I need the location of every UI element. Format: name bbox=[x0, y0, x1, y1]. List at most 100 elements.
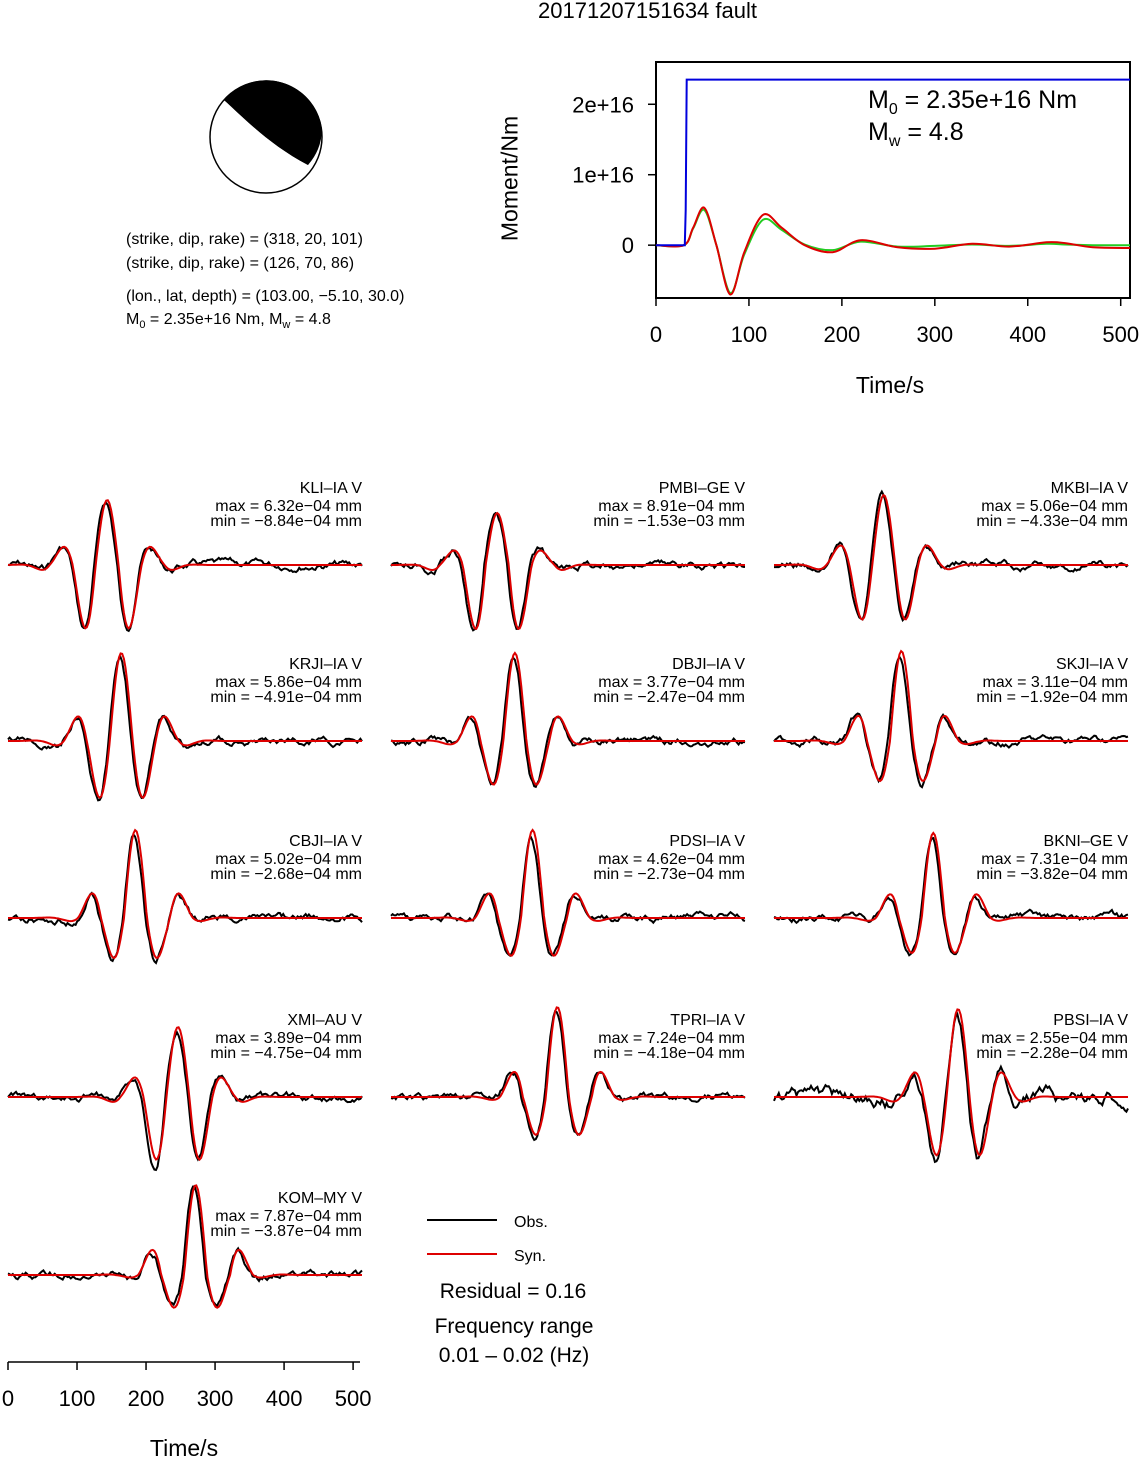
waveform-xlabel: Time/s bbox=[149, 1435, 219, 1461]
moment-ytick-label: 0 bbox=[622, 233, 634, 258]
syn-trace bbox=[8, 1184, 362, 1309]
station-min: min = −2.73e−04 mm bbox=[593, 866, 745, 883]
station-min: min = −2.47e−04 mm bbox=[593, 689, 745, 706]
moment-ytick-label: 1e+16 bbox=[572, 163, 634, 188]
moment-xtick-label: 200 bbox=[824, 322, 861, 347]
station-min: min = −3.87e−04 mm bbox=[210, 1223, 362, 1240]
station-name: MKBI–IA V bbox=[1051, 480, 1129, 497]
waveform-xtick-label: 400 bbox=[266, 1386, 303, 1411]
obs-trace bbox=[773, 836, 1129, 957]
station-max: max = 2.55e−04 mm bbox=[981, 1030, 1128, 1047]
syn-trace bbox=[8, 1026, 362, 1162]
nodal-plane-2: (strike, dip, rake) = (126, 70, 86) bbox=[126, 255, 355, 272]
waveform-xtick-label: 300 bbox=[197, 1386, 234, 1411]
station-name: CBJI–IA V bbox=[289, 833, 362, 850]
station-name: DBJI–IA V bbox=[672, 656, 745, 673]
moment-xtick-label: 100 bbox=[731, 322, 768, 347]
moment-ytick-label: 2e+16 bbox=[572, 92, 634, 117]
residual-label: Residual = 0.16 bbox=[440, 1280, 587, 1303]
moment-rate-line-red bbox=[655, 206, 1131, 296]
station-name: PMBI–GE V bbox=[659, 480, 746, 497]
syn-trace bbox=[8, 828, 362, 960]
station-name: PBSI–IA V bbox=[1053, 1012, 1128, 1029]
station-name: XMI–AU V bbox=[287, 1012, 362, 1029]
obs-trace bbox=[390, 835, 746, 958]
syn-trace bbox=[391, 511, 745, 630]
station-max: max = 7.24e−04 mm bbox=[598, 1030, 745, 1047]
station-min: min = −2.28e−04 mm bbox=[976, 1045, 1128, 1062]
moment-xtick-label: 300 bbox=[916, 322, 953, 347]
frequency-range-value: 0.01 – 0.02 (Hz) bbox=[439, 1344, 590, 1367]
waveform-xtick-label: 0 bbox=[2, 1386, 14, 1411]
syn-trace bbox=[774, 493, 1128, 621]
station-max: max = 8.91e−04 mm bbox=[598, 498, 745, 515]
moment-cumulative-line bbox=[656, 78, 1130, 247]
station-min: min = −3.82e−04 mm bbox=[976, 866, 1128, 883]
moment-rate-line-green bbox=[655, 208, 1131, 295]
station-max: max = 3.89e−04 mm bbox=[215, 1030, 362, 1047]
legend-obs-label: Obs. bbox=[514, 1214, 548, 1231]
syn-trace bbox=[391, 1006, 745, 1136]
station-min: min = −4.91e−04 mm bbox=[210, 689, 362, 706]
moment-xtick-label: 0 bbox=[650, 322, 662, 347]
syn-trace bbox=[391, 651, 745, 786]
station-max: max = 7.87e−04 mm bbox=[215, 1208, 362, 1225]
syn-trace bbox=[8, 652, 362, 800]
station-min: min = −1.92e−04 mm bbox=[976, 689, 1128, 706]
station-max: max = 5.86e−04 mm bbox=[215, 674, 362, 691]
station-min: min = −4.18e−04 mm bbox=[593, 1045, 745, 1062]
moment-xtick-label: 400 bbox=[1009, 322, 1046, 347]
moment-xlabel: Time/s bbox=[855, 372, 925, 398]
syn-trace bbox=[774, 649, 1128, 783]
waveform-xtick-label: 100 bbox=[59, 1386, 96, 1411]
station-min: min = −4.75e−04 mm bbox=[210, 1045, 362, 1062]
station-min: min = −2.68e−04 mm bbox=[210, 866, 362, 883]
syn-trace bbox=[774, 831, 1128, 954]
moment-magnitude-line: M0 = 2.35e+16 Nm, Mw = 4.8 bbox=[126, 311, 331, 332]
obs-trace bbox=[390, 656, 746, 789]
waveform-xtick-label: 500 bbox=[335, 1386, 372, 1411]
station-min: min = −8.84e−04 mm bbox=[210, 513, 362, 530]
station-max: max = 4.62e−04 mm bbox=[598, 851, 745, 868]
syn-trace bbox=[391, 828, 745, 957]
station-name: TPRI–IA V bbox=[670, 1012, 745, 1029]
station-max: max = 7.31e−04 mm bbox=[981, 851, 1128, 868]
waveform-time-axis: 0 100 200 300 400 500 bbox=[2, 1361, 372, 1411]
moment-rate-plot: 0 100 200 300 400 500 0 1e+16 2e+16 bbox=[572, 61, 1139, 347]
moment-ylabel: Moment/Nm bbox=[496, 115, 523, 242]
m0-annotation: M0 = 2.35e+16 Nm bbox=[868, 86, 1078, 118]
syn-trace bbox=[774, 1008, 1128, 1157]
moment-xtick-label: 500 bbox=[1102, 322, 1139, 347]
station-min: min = −1.53e−03 mm bbox=[593, 513, 745, 530]
mw-annotation: Mw = 4.8 bbox=[868, 118, 964, 150]
station-name: BKNI–GE V bbox=[1044, 833, 1129, 850]
waveform-xtick-label: 200 bbox=[128, 1386, 165, 1411]
legend-syn-label: Syn. bbox=[514, 1248, 546, 1265]
figure-title: 20171207151634 fault bbox=[538, 0, 757, 23]
frequency-range-label: Frequency range bbox=[435, 1315, 594, 1338]
obs-trace bbox=[7, 1185, 363, 1307]
nodal-plane-1: (strike, dip, rake) = (318, 20, 101) bbox=[126, 231, 363, 248]
station-max: max = 3.11e−04 mm bbox=[982, 674, 1128, 691]
event-location: (lon., lat, depth) = (103.00, −5.10, 30.… bbox=[126, 288, 405, 305]
station-max: max = 3.77e−04 mm bbox=[598, 674, 745, 691]
beach-ball bbox=[209, 80, 323, 194]
station-name: KOM–MY V bbox=[278, 1190, 363, 1207]
obs-trace bbox=[390, 1009, 746, 1142]
obs-trace bbox=[390, 511, 746, 632]
legend: Obs. Syn. Residual = 0.16 Frequency rang… bbox=[427, 1214, 593, 1367]
station-name: SKJI–IA V bbox=[1056, 656, 1128, 673]
station-name: KLI–IA V bbox=[300, 480, 363, 497]
